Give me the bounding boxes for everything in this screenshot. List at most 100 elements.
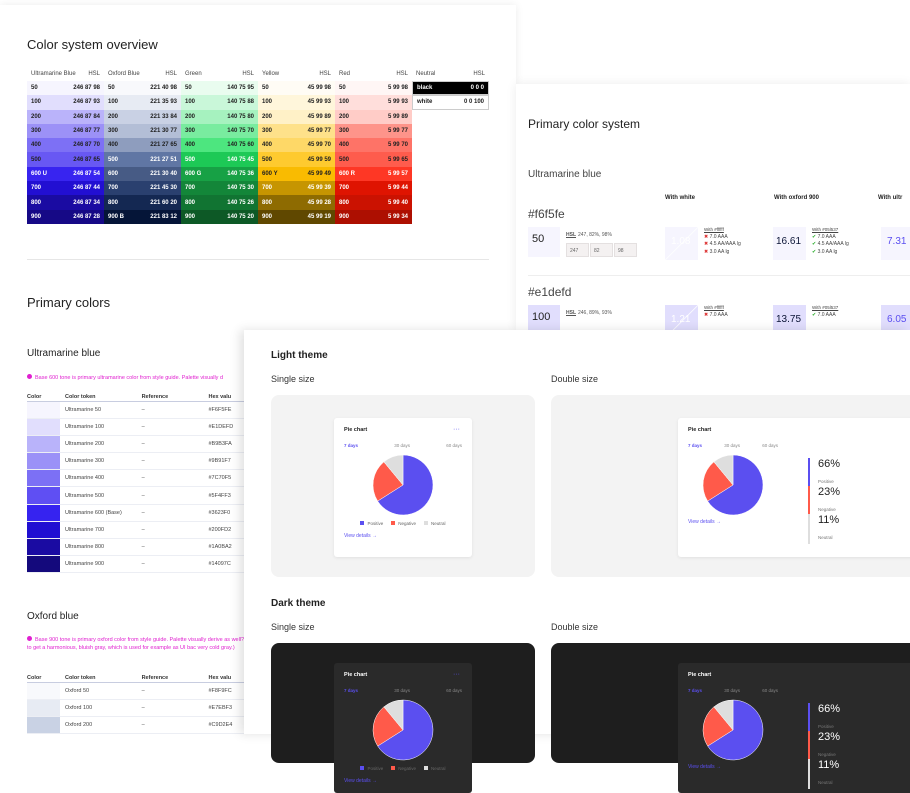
color-swatch <box>27 487 60 504</box>
palette-swatch-row[interactable]: 100 45 99 93 <box>258 95 335 110</box>
palette-swatch-row[interactable]: 600 G 140 75 36 <box>181 166 258 182</box>
table-row[interactable]: Ultramarine 400 – #7C70F5 <box>27 470 257 488</box>
palette-swatch-row[interactable]: 700 246 87 44 <box>27 181 104 196</box>
tab-7-days[interactable]: 7 days <box>688 443 703 448</box>
palette-swatch-row[interactable]: 50 140 75 95 <box>181 81 258 96</box>
palette-swatch-row[interactable]: black 0 0 0 <box>412 81 489 96</box>
palette-swatch-row[interactable]: 400 221 27 65 <box>104 138 181 153</box>
view-details-link[interactable]: View details → <box>344 778 377 784</box>
palette-swatch-row[interactable]: 700 5 99 44 <box>335 181 412 196</box>
palette-swatch-row[interactable]: 500 45 99 59 <box>258 152 335 167</box>
ultramarine-table: Color Color token Reference Hex valu Ultrama… <box>27 392 257 573</box>
pie-slice-negative[interactable] <box>702 461 734 502</box>
palette-swatch-row[interactable]: 200 221 33 84 <box>104 109 181 124</box>
palette-swatch-row[interactable]: 600 Y 45 99 49 <box>258 166 335 182</box>
more-menu-icon[interactable]: ··· <box>453 671 460 678</box>
palette-swatch-row[interactable]: 100 5 99 93 <box>335 95 412 110</box>
table-row[interactable]: Ultramarine 900 – #14097C <box>27 555 257 573</box>
pie-slice-positive[interactable] <box>377 454 434 516</box>
palette-swatch-row[interactable]: 200 140 75 80 <box>181 109 258 124</box>
palette-swatch-row[interactable]: 500 221 27 51 <box>104 152 181 167</box>
palette-swatch-row[interactable]: 900 140 75 20 <box>181 209 258 224</box>
palette-swatch-row[interactable]: 900 246 87 28 <box>27 209 104 224</box>
tab-60-days[interactable]: 60 days <box>446 688 462 693</box>
hsl-input[interactable]: 82 <box>590 243 613 257</box>
palette-swatch-row[interactable]: 50 45 99 98 <box>258 81 335 96</box>
table-row[interactable]: Ultramarine 100 – #E1DEFD <box>27 419 257 437</box>
tab-30-days[interactable]: 30 days <box>394 688 410 693</box>
palette-swatch-row[interactable]: 700 45 99 39 <box>258 181 335 196</box>
table-row[interactable]: Oxford 100 – #E7EBF3 <box>27 700 257 718</box>
pie-slice-positive[interactable] <box>707 454 764 516</box>
palette-swatch-row[interactable]: 100 140 75 88 <box>181 95 258 110</box>
table-row[interactable]: Ultramarine 600 (Base) – #3623F0 <box>27 504 257 522</box>
palette-swatch-row[interactable]: 500 140 75 45 <box>181 152 258 167</box>
palette-swatch-row[interactable]: 400 246 87 70 <box>27 138 104 153</box>
tab-7-days[interactable]: 7 days <box>344 443 359 448</box>
palette-swatch-row[interactable]: 100 221 35 93 <box>104 95 181 110</box>
table-row[interactable]: Ultramarine 200 – #B9B3FA <box>27 436 257 454</box>
palette-swatch-row[interactable]: 600 R 5 99 57 <box>335 166 412 182</box>
hsl-input[interactable]: 98 <box>614 243 637 257</box>
view-details-link[interactable]: View details → <box>688 519 721 525</box>
table-row[interactable]: Ultramarine 300 – #9B91F7 <box>27 453 257 471</box>
palette-swatch-row[interactable]: 500 5 99 65 <box>335 152 412 167</box>
palette-swatch-row[interactable]: 900 5 99 34 <box>335 209 412 224</box>
tab-7-days[interactable]: 7 days <box>688 688 703 693</box>
tab-30-days[interactable]: 30 days <box>724 443 740 448</box>
palette-swatch-row[interactable]: 200 246 87 84 <box>27 109 104 124</box>
palette-swatch-row[interactable]: white 0 0 100 <box>412 95 489 110</box>
tab-60-days[interactable]: 60 days <box>762 443 778 448</box>
palette-swatch-row[interactable]: 300 221 30 77 <box>104 123 181 139</box>
palette-swatch-row[interactable]: 900 45 99 19 <box>258 209 335 224</box>
palette-swatch-row[interactable]: 400 45 99 70 <box>258 138 335 153</box>
palette-swatch-row[interactable]: 600 U 246 87 54 <box>27 166 104 182</box>
ultramarine-note: Base 600 tone is primary ultramarine col… <box>27 374 247 382</box>
color-token: Ultramarine 900 <box>64 560 105 567</box>
pie-slice-neutral[interactable] <box>383 699 404 731</box>
more-menu-icon[interactable]: ··· <box>453 426 460 433</box>
tab-30-days[interactable]: 30 days <box>724 688 740 693</box>
palette-swatch-row[interactable]: 800 140 75 26 <box>181 195 258 210</box>
palette-swatch-row[interactable]: 50 246 87 98 <box>27 81 104 96</box>
tab-60-days[interactable]: 60 days <box>446 443 462 448</box>
table-row[interactable]: Ultramarine 50 – #F6F5FE <box>27 402 257 420</box>
palette-swatch-row[interactable]: 300 246 87 77 <box>27 123 104 139</box>
palette-swatch-row[interactable]: 200 5 99 89 <box>335 109 412 124</box>
palette-swatch-row[interactable]: 800 221 60 20 <box>104 195 181 210</box>
palette-swatch-row[interactable]: 900 B 221 83 12 <box>104 209 181 224</box>
table-row[interactable]: Ultramarine 700 – #200FD2 <box>27 521 257 539</box>
hsl-input[interactable]: 247 <box>566 243 589 257</box>
palette-swatch-row[interactable]: 400 5 99 70 <box>335 138 412 153</box>
palette-swatch-row[interactable]: 50 221 40 98 <box>104 81 181 96</box>
palette-swatch-row[interactable]: 800 5 99 40 <box>335 195 412 210</box>
palette-swatch-row[interactable]: 800 45 99 28 <box>258 195 335 210</box>
table-row[interactable]: Oxford 50 – #F8F9FC <box>27 683 257 701</box>
palette-swatch-row[interactable]: 500 246 87 65 <box>27 152 104 167</box>
view-details-link[interactable]: View details → <box>344 533 377 539</box>
pie-slice-negative[interactable] <box>372 461 404 502</box>
pie-slice-neutral[interactable] <box>383 454 404 486</box>
hsl-value: 246 87 77 <box>73 128 100 135</box>
palette-swatch-row[interactable]: 300 5 99 77 <box>335 123 412 139</box>
palette-swatch-row[interactable]: 50 5 99 98 <box>335 81 412 96</box>
pie-slice-neutral[interactable] <box>713 699 734 731</box>
palette-swatch-row[interactable]: 800 246 87 34 <box>27 195 104 210</box>
palette-swatch-row[interactable]: 600 221 30 40 <box>104 166 181 182</box>
palette-swatch-row[interactable]: 300 45 99 77 <box>258 123 335 139</box>
table-row[interactable]: Oxford 200 – #C9D2E4 <box>27 717 257 735</box>
tab-7-days[interactable]: 7 days <box>344 688 359 693</box>
table-row[interactable]: Ultramarine 800 – #1A0BA2 <box>27 538 257 556</box>
palette-swatch-row[interactable]: 700 221 45 30 <box>104 181 181 196</box>
palette-swatch-row[interactable]: 700 140 75 30 <box>181 181 258 196</box>
palette-swatch-row[interactable]: 200 45 99 89 <box>258 109 335 124</box>
palette-swatch-row[interactable]: 400 140 75 60 <box>181 138 258 153</box>
pie-slice-neutral[interactable] <box>713 454 734 486</box>
tab-30-days[interactable]: 30 days <box>394 443 410 448</box>
stat-label: Positive <box>818 724 834 729</box>
tab-60-days[interactable]: 60 days <box>762 688 778 693</box>
table-row[interactable]: Ultramarine 500 – #5F4FF3 <box>27 487 257 505</box>
palette-swatch-row[interactable]: 100 246 87 93 <box>27 95 104 110</box>
view-details-link[interactable]: View details → <box>688 764 721 770</box>
palette-swatch-row[interactable]: 300 140 75 70 <box>181 123 258 139</box>
